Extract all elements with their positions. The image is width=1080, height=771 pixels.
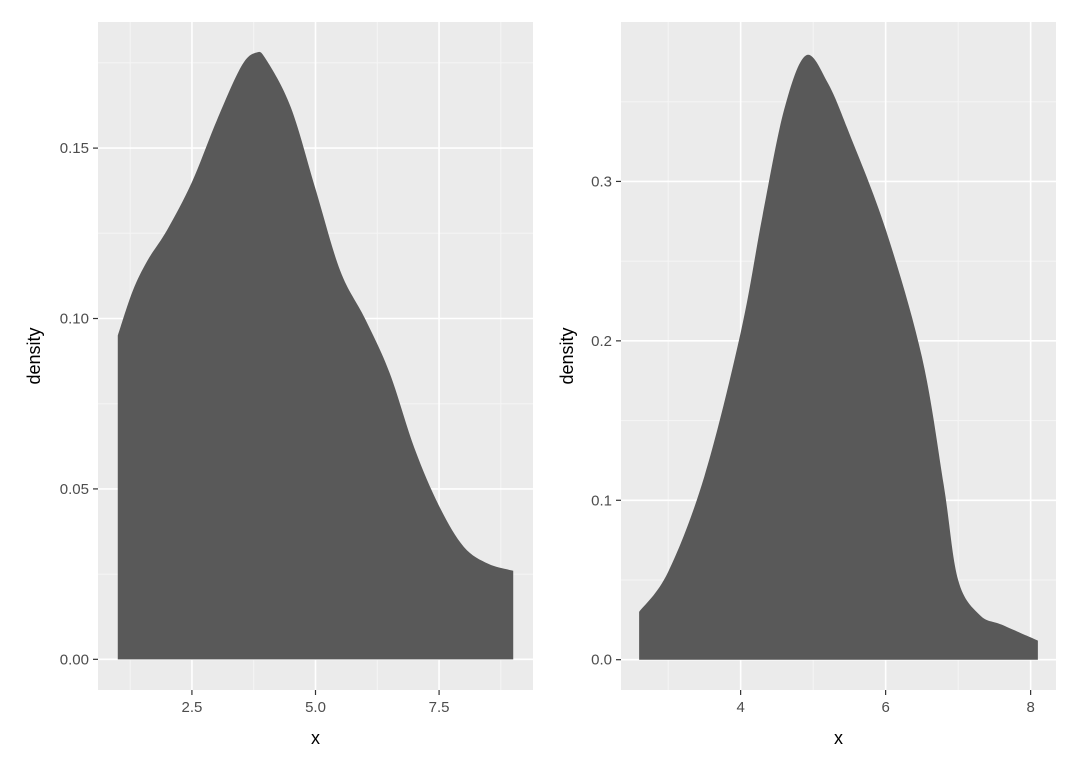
y-tick-label: 0.15 — [60, 140, 89, 157]
y-axis-title: density — [24, 327, 44, 384]
x-tick-label: 8 — [1026, 699, 1034, 716]
y-tick-label: 0.0 — [591, 652, 612, 669]
density-area — [117, 51, 514, 660]
x-tick-label: 5.0 — [305, 699, 326, 716]
x-tick-label: 2.5 — [181, 699, 202, 716]
y-tick-label: 0.1 — [591, 492, 612, 509]
y-tick-label: 0.10 — [60, 311, 89, 328]
chart-panel-2: 4 6 8 0.0 0.1 0.2 0.3 x density — [557, 22, 1056, 748]
y-axis-title: density — [557, 327, 577, 384]
y-tick-label: 0.00 — [60, 651, 89, 668]
y-tick-label: 0.2 — [591, 333, 612, 350]
x-axis-title: x — [834, 728, 843, 748]
x-tick-label: 6 — [881, 699, 889, 716]
density-area — [639, 54, 1038, 660]
chart-panel-1: 2.5 5.0 7.5 0.00 0.05 0.10 0.15 x density — [24, 22, 533, 748]
x-axis-title: x — [311, 728, 320, 748]
y-tick-label: 0.05 — [60, 481, 89, 498]
y-tick-label: 0.3 — [591, 173, 612, 190]
x-tick-label: 4 — [736, 699, 744, 716]
x-tick-label: 7.5 — [429, 699, 450, 716]
